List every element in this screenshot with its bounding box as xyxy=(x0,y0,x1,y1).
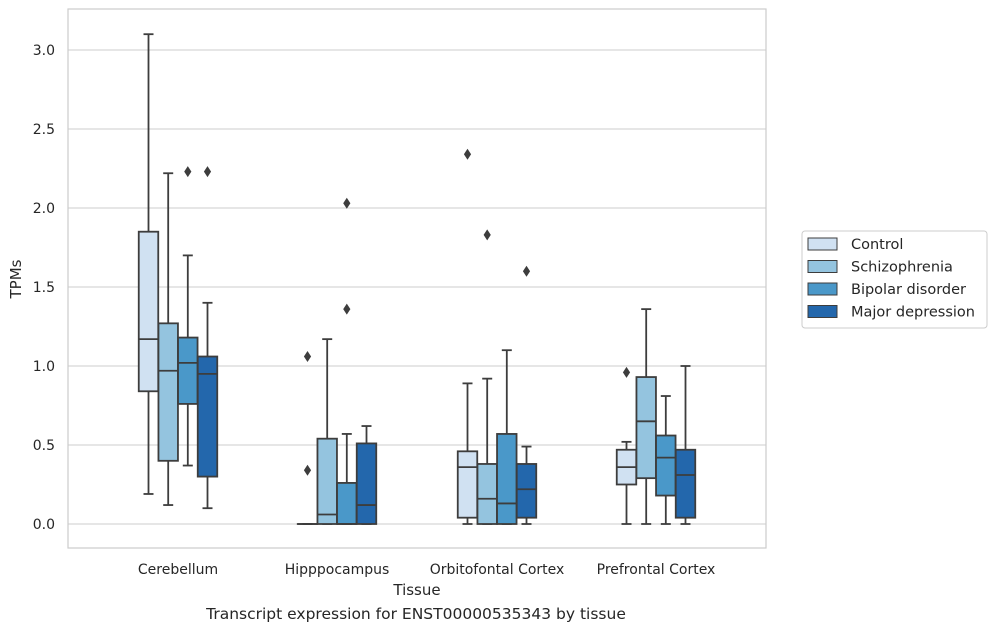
box-body xyxy=(655,434,677,497)
box-body xyxy=(336,482,358,525)
x-tick-labels: Cerebellum Hipppocampus Orbitofontal Corte… xyxy=(138,562,715,578)
legend: Control Schizophrenia Bipolar disorder Majo… xyxy=(801,230,988,329)
outlier-point xyxy=(522,265,531,277)
y-tick-label: 3.0 xyxy=(33,43,55,59)
y-tick-label: 2.5 xyxy=(33,122,55,138)
y-tick-label: 1.0 xyxy=(33,359,55,375)
outlier-point xyxy=(622,366,631,378)
box-body xyxy=(456,450,479,519)
box-body xyxy=(316,437,338,525)
legend-label: Major depression xyxy=(851,305,975,321)
box xyxy=(336,197,358,525)
outlier-point xyxy=(343,197,351,209)
box xyxy=(496,349,518,525)
box-body xyxy=(635,376,657,480)
y-tick-label: 2.0 xyxy=(33,201,55,217)
box xyxy=(316,338,338,525)
box-groups xyxy=(137,33,697,525)
legend-label: Control xyxy=(851,237,903,253)
series-bipolar-disorder xyxy=(177,166,677,525)
y-tick-label: 0.0 xyxy=(33,517,55,533)
box-body xyxy=(674,448,697,519)
box xyxy=(674,365,697,525)
box xyxy=(515,265,538,525)
box-body xyxy=(157,322,179,462)
box-body xyxy=(496,433,518,525)
box-body xyxy=(137,230,160,393)
legend-label: Schizophrenia xyxy=(851,260,953,276)
box-body xyxy=(355,442,378,525)
box-body xyxy=(515,463,538,519)
y-tick-label: 0.5 xyxy=(33,438,55,454)
outlier-point xyxy=(184,166,192,178)
box xyxy=(355,425,378,525)
legend-item: Major depression xyxy=(807,305,975,321)
y-tick-label: 1.5 xyxy=(33,280,55,296)
legend-label: Bipolar disorder xyxy=(851,282,966,298)
y-tick-labels: 0.0 0.5 1.0 1.5 2.0 2.5 3.0 xyxy=(33,43,55,533)
box xyxy=(177,166,199,467)
outlier-point xyxy=(303,464,312,476)
outlier-point xyxy=(463,148,472,160)
box xyxy=(655,395,677,525)
box-body xyxy=(177,336,199,405)
outlier-point xyxy=(303,351,312,363)
x-tick-label: Prefrontal Cortex xyxy=(597,562,716,578)
series-major-depression xyxy=(196,166,697,525)
box xyxy=(476,229,498,525)
x-tick-label: Cerebellum xyxy=(138,562,218,578)
chart-caption: Transcript expression for ENST0000053534… xyxy=(206,605,626,623)
box xyxy=(296,351,319,525)
box-body xyxy=(476,463,498,525)
legend-item: Control xyxy=(807,237,903,253)
legend-item: Bipolar disorder xyxy=(807,282,966,298)
x-axis-title: Tissue xyxy=(392,581,440,599)
outlier-point xyxy=(203,166,212,178)
x-tick-label: Orbitofontal Cortex xyxy=(430,562,565,578)
box xyxy=(456,148,479,525)
box xyxy=(137,33,160,495)
box xyxy=(635,308,657,525)
legend-swatch xyxy=(807,237,838,251)
plot-frame xyxy=(67,8,767,549)
y-axis-title: TPMs xyxy=(7,259,25,299)
series-schizophrenia xyxy=(157,172,657,525)
legend-swatch xyxy=(807,305,838,318)
box xyxy=(157,172,179,506)
box-body xyxy=(196,355,219,478)
legend-frame xyxy=(801,230,988,329)
outlier-point xyxy=(343,303,351,315)
legend-item: Schizophrenia xyxy=(807,260,953,276)
outlier-point xyxy=(483,229,491,241)
x-tick-label: Hipppocampus xyxy=(285,562,390,578)
legend-swatch xyxy=(807,282,838,296)
legend-swatch xyxy=(807,260,838,273)
box xyxy=(196,166,219,510)
